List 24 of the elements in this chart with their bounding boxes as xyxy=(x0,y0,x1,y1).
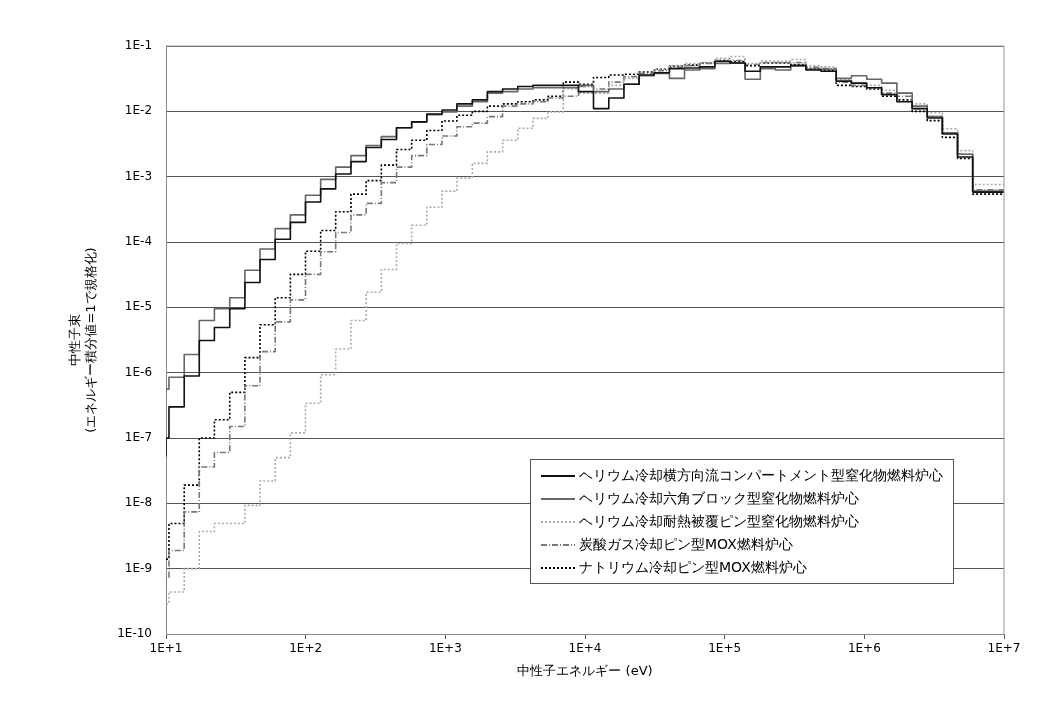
y-tick-label: 1E-9 xyxy=(124,560,153,575)
legend-label: ナトリウム冷却ピン型MOX燃料炉心 xyxy=(579,558,807,577)
y-tick-label: 1E-6 xyxy=(124,364,153,379)
x-tick-label: 1E+4 xyxy=(568,641,602,656)
y-tick-label: 1E-2 xyxy=(124,103,153,118)
y-tick-label: 1E-7 xyxy=(124,430,153,445)
legend-label: ヘリウム冷却耐熱被覆ピン型窒化物燃料炉心 xyxy=(579,512,859,531)
x-tick-label: 1E+7 xyxy=(987,641,1021,656)
y-axis-title: 中性子束 (エネルギー積分値=1で規格化) xyxy=(67,247,98,433)
y-tick-label: 1E-3 xyxy=(124,168,153,183)
x-tick-label: 1E+1 xyxy=(149,641,183,656)
x-tick-label: 1E+6 xyxy=(847,641,881,656)
y-tick-label: 1E-4 xyxy=(124,234,153,249)
x-tick-label: 1E+3 xyxy=(428,641,462,656)
y-tick-label: 1E-5 xyxy=(124,299,153,314)
x-axis-title: 中性子エネルギー (eV) xyxy=(517,662,653,678)
y-tick-label: 1E-1 xyxy=(124,38,153,53)
legend-label: ヘリウム冷却六角ブロック型窒化物燃料炉心 xyxy=(579,489,859,508)
x-tick-label: 1E+5 xyxy=(708,641,742,656)
y-tick-label: 1E-10 xyxy=(117,626,153,641)
legend-label: ヘリウム冷却横方向流コンパートメント型窒化物燃料炉心 xyxy=(579,466,943,485)
legend-label: 炭酸ガス冷却ピン型MOX燃料炉心 xyxy=(579,535,793,554)
x-tick-label: 1E+2 xyxy=(289,641,323,656)
y-tick-label: 1E-8 xyxy=(124,495,153,510)
